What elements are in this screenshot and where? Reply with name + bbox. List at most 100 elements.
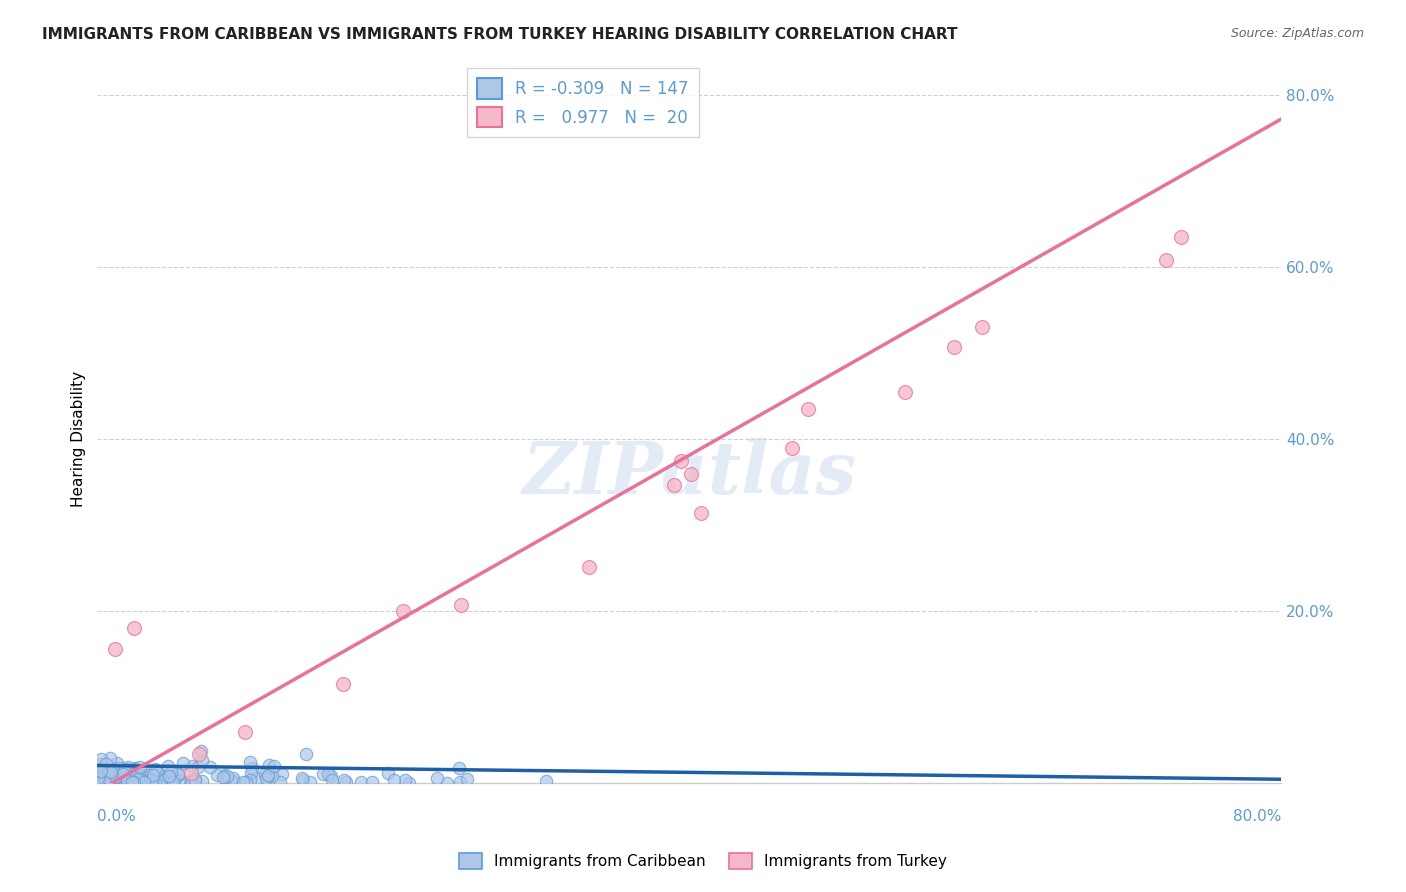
Point bbox=[143, 762, 166, 776]
Point bbox=[112, 770, 135, 784]
Point bbox=[160, 773, 183, 788]
Point bbox=[1170, 230, 1192, 244]
Point bbox=[91, 775, 114, 789]
Point bbox=[115, 763, 138, 777]
Point bbox=[187, 760, 209, 774]
Legend: Immigrants from Caribbean, Immigrants from Turkey: Immigrants from Caribbean, Immigrants fr… bbox=[453, 847, 953, 875]
Point bbox=[449, 761, 471, 775]
Point bbox=[394, 773, 416, 788]
Legend: R = -0.309   N = 147, R =   0.977   N =  20: R = -0.309 N = 147, R = 0.977 N = 20 bbox=[467, 69, 699, 137]
Point bbox=[107, 761, 129, 775]
Point bbox=[94, 773, 117, 788]
Point bbox=[257, 767, 280, 781]
Point bbox=[294, 747, 316, 761]
Point bbox=[104, 774, 127, 789]
Point bbox=[134, 775, 156, 789]
Point bbox=[122, 772, 145, 787]
Point bbox=[221, 775, 243, 789]
Point bbox=[128, 769, 150, 783]
Point bbox=[160, 768, 183, 782]
Point bbox=[110, 773, 132, 788]
Point bbox=[184, 772, 207, 787]
Point bbox=[157, 769, 180, 783]
Point bbox=[152, 773, 174, 788]
Point bbox=[104, 642, 127, 657]
Point bbox=[87, 763, 110, 777]
Point bbox=[145, 763, 167, 777]
Point bbox=[127, 772, 149, 787]
Point bbox=[169, 772, 191, 787]
Point bbox=[181, 759, 204, 773]
Point bbox=[163, 772, 186, 787]
Point bbox=[212, 770, 235, 784]
Point bbox=[117, 773, 139, 788]
Point bbox=[198, 760, 221, 774]
Point bbox=[970, 320, 993, 334]
Text: 80.0%: 80.0% bbox=[1233, 808, 1281, 823]
Point bbox=[122, 769, 145, 783]
Point bbox=[160, 764, 183, 779]
Point bbox=[190, 744, 212, 758]
Point bbox=[101, 773, 124, 788]
Point bbox=[232, 774, 254, 789]
Text: IMMIGRANTS FROM CARIBBEAN VS IMMIGRANTS FROM TURKEY HEARING DISABILITY CORRELATI: IMMIGRANTS FROM CARIBBEAN VS IMMIGRANTS … bbox=[42, 27, 957, 42]
Point bbox=[398, 775, 420, 789]
Point bbox=[180, 765, 202, 780]
Point bbox=[90, 773, 112, 788]
Text: 0.0%: 0.0% bbox=[97, 808, 136, 823]
Point bbox=[97, 773, 120, 788]
Point bbox=[105, 756, 128, 771]
Point bbox=[239, 766, 262, 780]
Point bbox=[894, 385, 917, 400]
Point bbox=[392, 604, 415, 618]
Point bbox=[125, 771, 148, 785]
Point bbox=[578, 559, 600, 574]
Point bbox=[456, 772, 478, 786]
Point bbox=[125, 769, 148, 783]
Point bbox=[436, 775, 458, 789]
Point bbox=[449, 774, 471, 789]
Point bbox=[180, 775, 202, 789]
Point bbox=[157, 771, 180, 785]
Point bbox=[146, 764, 169, 778]
Point bbox=[215, 769, 238, 783]
Point bbox=[426, 771, 449, 785]
Point bbox=[100, 764, 122, 779]
Point bbox=[257, 769, 280, 783]
Point bbox=[332, 677, 354, 691]
Point bbox=[141, 772, 163, 787]
Point bbox=[98, 750, 121, 764]
Point bbox=[98, 764, 121, 778]
Point bbox=[124, 761, 146, 775]
Point bbox=[124, 775, 146, 789]
Point bbox=[89, 765, 111, 780]
Point bbox=[233, 725, 256, 739]
Point bbox=[121, 767, 143, 781]
Point bbox=[93, 771, 115, 785]
Point bbox=[110, 768, 132, 782]
Point bbox=[257, 758, 280, 772]
Point bbox=[125, 763, 148, 777]
Point bbox=[162, 775, 184, 789]
Point bbox=[127, 770, 149, 784]
Point bbox=[135, 771, 157, 785]
Point bbox=[263, 759, 285, 773]
Point bbox=[94, 756, 117, 771]
Point bbox=[333, 772, 356, 787]
Point bbox=[662, 477, 685, 491]
Point bbox=[191, 774, 214, 789]
Point bbox=[142, 768, 165, 782]
Point bbox=[104, 773, 127, 788]
Point bbox=[254, 767, 277, 781]
Point bbox=[117, 760, 139, 774]
Point bbox=[292, 772, 315, 787]
Point bbox=[181, 773, 204, 788]
Point bbox=[100, 770, 122, 784]
Point bbox=[183, 772, 205, 787]
Point bbox=[382, 773, 405, 788]
Point bbox=[156, 758, 179, 772]
Point bbox=[111, 772, 134, 787]
Point bbox=[239, 772, 262, 787]
Point bbox=[536, 773, 558, 788]
Point bbox=[214, 770, 236, 784]
